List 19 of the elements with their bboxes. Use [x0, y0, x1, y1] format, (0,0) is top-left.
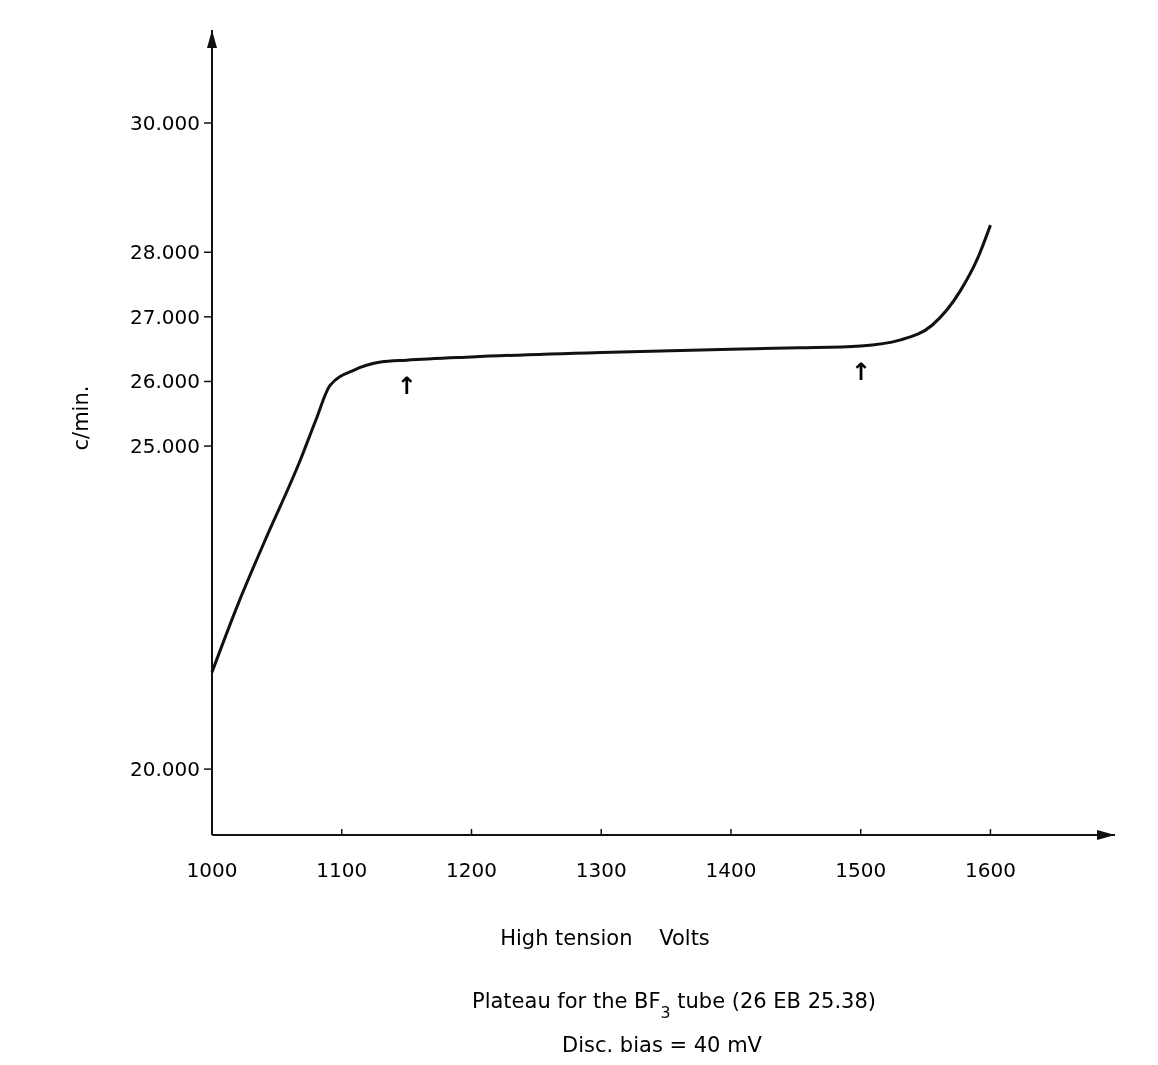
- y-tick-label: 20.000: [130, 757, 200, 782]
- y-tick-label: 30.000: [130, 111, 200, 136]
- text: Disc. bias = 40 mV: [562, 1033, 763, 1057]
- text: Plateau for the BF$_{3}$ tube (26 EB 25.38): [472, 989, 876, 1022]
- x-tick-label: 1200: [446, 858, 497, 882]
- x-tick-label: 1000: [186, 858, 238, 882]
- y-tick-label: 25.000: [130, 434, 200, 459]
- annotation: ↑: [396, 372, 417, 401]
- y-tick-label: 28.000: [130, 240, 200, 265]
- y-tick-label: 26.000: [130, 369, 200, 394]
- y-tick-label: 27.000: [130, 304, 200, 329]
- x-tick-label: 1500: [835, 858, 887, 882]
- x-axis-title: High tension Volts: [500, 926, 710, 950]
- x-tick-label: 1400: [705, 858, 757, 882]
- annotation: ↑: [850, 357, 871, 386]
- x-tick-label: 1300: [575, 858, 627, 882]
- x-tick-label: 1600: [965, 858, 1016, 882]
- x-tick-label: 1100: [316, 858, 368, 882]
- y-axis-title: c/min.: [69, 385, 93, 451]
